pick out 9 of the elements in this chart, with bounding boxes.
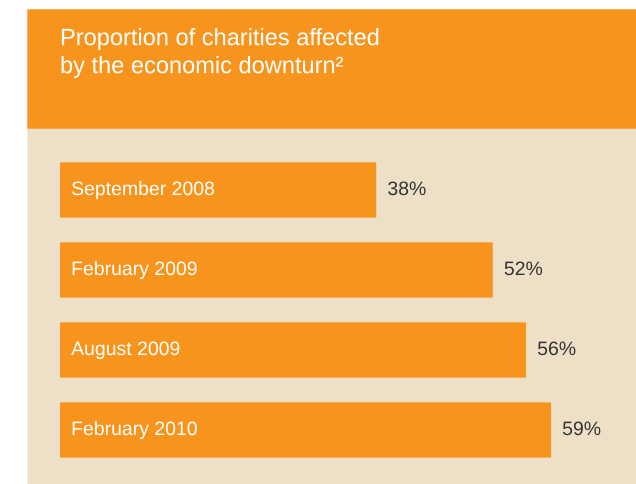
data-label: 52% (504, 261, 542, 276)
data-label: 59% (562, 421, 600, 436)
chart-title: Proportion of charities affected by the economic downturn² (62, 28, 378, 78)
data-label: 56% (538, 341, 576, 356)
y-tick-label: August 2009 (71, 341, 180, 360)
y-tick-label: September 2008 (72, 180, 214, 200)
data-label: 38% (388, 181, 426, 196)
y-tick-label: February 2009 (72, 260, 197, 280)
y-tick-label: February 2010 (72, 420, 197, 440)
